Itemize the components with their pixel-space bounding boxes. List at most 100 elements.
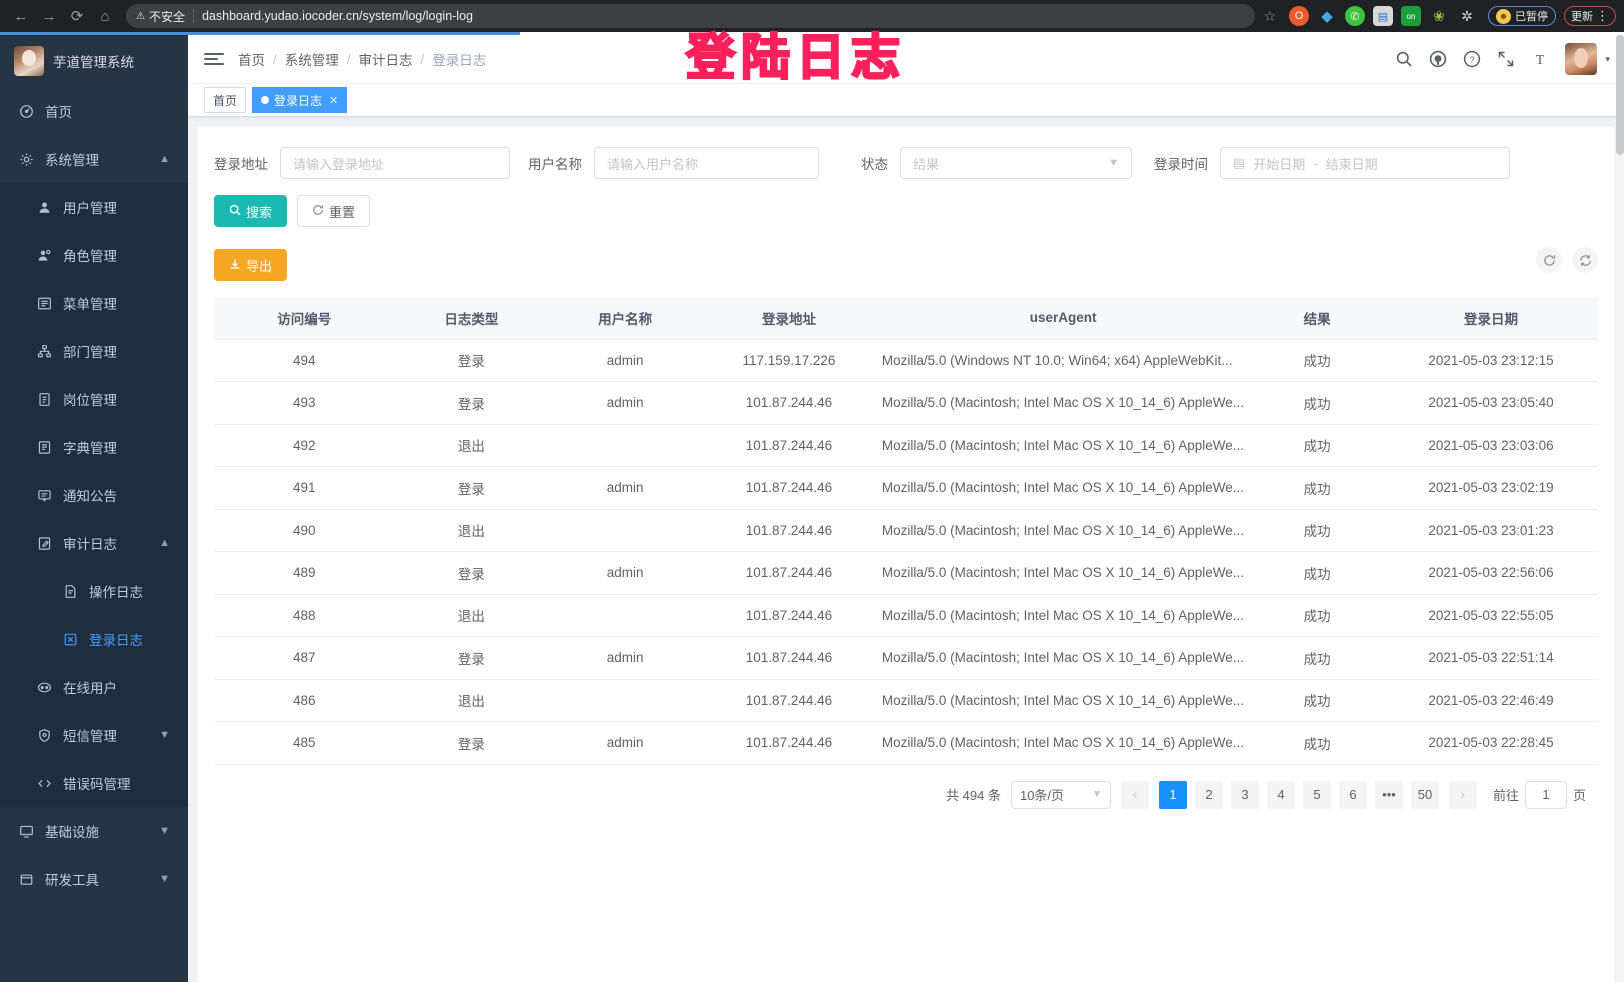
user-icon: [36, 200, 52, 215]
forward-arrow-icon[interactable]: →: [41, 7, 57, 25]
login-address-input[interactable]: 请输入登录地址: [280, 147, 510, 179]
reset-button[interactable]: 重置: [297, 195, 371, 227]
table-row[interactable]: 492 退出 101.87.244.46 Mozilla/5.0 (Macintosh…: [214, 424, 1598, 467]
page-button-1[interactable]: 1: [1158, 780, 1187, 809]
status-select-value: 结果: [913, 156, 940, 172]
sidebar-item-9[interactable]: 审计日志 ▲: [0, 519, 188, 567]
svg-text:T: T: [1536, 53, 1545, 68]
sidebar-item-2[interactable]: 用户管理: [0, 183, 188, 231]
hamburger-icon[interactable]: [204, 53, 224, 65]
avatar[interactable]: [1565, 43, 1598, 75]
close-icon[interactable]: ✕: [329, 94, 339, 107]
sidebar-item-8[interactable]: 通知公告: [0, 471, 188, 519]
fullscreen-icon[interactable]: [1497, 50, 1515, 68]
cell-result: 成功: [1250, 381, 1385, 425]
breadcrumb-separator: /: [346, 51, 351, 67]
table-col-header-0[interactable]: 访问编号: [214, 297, 395, 340]
sidebar-item-10[interactable]: 操作日志: [0, 567, 188, 615]
table-row[interactable]: 490 退出 101.87.244.46 Mozilla/5.0 (Macintosh…: [214, 509, 1598, 552]
table-col-header-4[interactable]: userAgent: [875, 297, 1251, 340]
github-icon[interactable]: [1429, 50, 1447, 68]
prev-page-button[interactable]: ‹: [1120, 780, 1149, 809]
breadcrumb-item-2[interactable]: 审计日志: [358, 53, 413, 68]
sidebar-item-11[interactable]: 登录日志: [0, 615, 188, 663]
table-row[interactable]: 488 退出 101.87.244.46 Mozilla/5.0 (Macintosh…: [214, 594, 1598, 637]
page-button-•••[interactable]: •••: [1374, 780, 1403, 809]
table-col-header-1[interactable]: 日志类型: [394, 297, 549, 340]
sidebar-item-3[interactable]: 角色管理: [0, 231, 188, 279]
paused-status-pill[interactable]: ☻ 已暂停: [1488, 6, 1556, 26]
table-col-header-5[interactable]: 结果: [1250, 297, 1385, 340]
table-row[interactable]: 487 登录 admin 101.87.244.46 Mozilla/5.0 (Maci…: [214, 636, 1598, 680]
reload-icon[interactable]: ⟳: [70, 8, 84, 25]
table-row[interactable]: 485 登录 admin 101.87.244.46 Mozilla/5.0 (Maci…: [214, 721, 1598, 765]
brand-logo-icon: [14, 46, 44, 76]
page-button-3[interactable]: 3: [1230, 780, 1259, 809]
tag-item-0[interactable]: 首页: [204, 87, 247, 113]
bookmark-star-icon[interactable]: ☆: [1263, 7, 1276, 24]
table-row[interactable]: 494 登录 admin 117.159.17.226 Mozilla/5.0 (Win…: [214, 339, 1598, 382]
sidebar-item-7[interactable]: 字典管理: [0, 423, 188, 471]
green-on-extension-icon[interactable]: on: [1401, 6, 1421, 26]
table-col-header-6[interactable]: 登录日期: [1384, 297, 1598, 340]
sidebar-item-14[interactable]: 错误码管理: [0, 759, 188, 807]
chevron-down-icon[interactable]: ▾: [1605, 53, 1610, 64]
diamond-extension-icon[interactable]: ◆: [1321, 8, 1333, 25]
sidebar-item-label: 在线用户: [63, 681, 117, 696]
table-row[interactable]: 491 登录 admin 101.87.244.46 Mozilla/5.0 (Maci…: [214, 466, 1598, 510]
kebab-menu-icon[interactable]: ⋮: [1596, 8, 1609, 23]
sidebar-item-0[interactable]: 首页: [0, 87, 188, 135]
jump-input[interactable]: 1: [1524, 780, 1567, 809]
page-button-2[interactable]: 2: [1194, 780, 1223, 809]
status-select[interactable]: 结果 ▼: [900, 147, 1132, 179]
update-pill[interactable]: 更新 ⋮: [1564, 6, 1616, 26]
home-icon[interactable]: ⌂: [100, 7, 110, 25]
refresh-table-icon[interactable]: [1536, 247, 1562, 273]
address-bar[interactable]: ⚠ 不安全 dashboard.yudao.iocoder.cn/system/…: [126, 4, 1256, 28]
puzzle-extension-icon[interactable]: ✲: [1461, 7, 1473, 24]
page-size-select[interactable]: 10条/页 ▼: [1010, 780, 1111, 809]
sidebar-item-4[interactable]: 菜单管理: [0, 279, 188, 327]
column-settings-icon[interactable]: [1572, 247, 1598, 273]
wechat-extension-icon[interactable]: ✆: [1345, 6, 1365, 26]
breadcrumb-item-3[interactable]: 登录日志: [432, 53, 487, 68]
login-time-daterange[interactable]: ▤ 开始日期 - 结束日期: [1220, 147, 1510, 179]
page-button-5[interactable]: 5: [1302, 780, 1331, 809]
brand-header[interactable]: 芋道管理系统: [0, 35, 188, 87]
page-button-50[interactable]: 50: [1410, 780, 1439, 809]
help-icon[interactable]: ?: [1463, 50, 1481, 68]
cell-type: 退出: [394, 679, 549, 722]
table-row[interactable]: 489 登录 admin 101.87.244.46 Mozilla/5.0 (Maci…: [214, 551, 1598, 595]
tools-icon: [18, 872, 34, 887]
login-log-icon: [62, 632, 78, 647]
back-arrow-icon[interactable]: ←: [13, 7, 29, 25]
breadcrumb-item-1[interactable]: 系统管理: [284, 53, 339, 68]
sidebar-item-5[interactable]: 部门管理: [0, 327, 188, 375]
leaf-extension-icon[interactable]: ❀: [1433, 7, 1445, 24]
page-button-6[interactable]: 6: [1338, 780, 1367, 809]
search-button[interactable]: 搜索: [214, 195, 288, 227]
sidebar-item-13[interactable]: 短信管理 ▼: [0, 711, 188, 759]
sidebar-item-12[interactable]: 在线用户: [0, 663, 188, 711]
breadcrumb-item-0[interactable]: 首页: [238, 53, 265, 68]
table-row[interactable]: 486 退出 101.87.244.46 Mozilla/5.0 (Macintosh…: [214, 679, 1598, 722]
sidebar-item-1[interactable]: 系统管理 ▲: [0, 135, 188, 183]
sidebar-item-15[interactable]: 基础设施 ▼: [0, 807, 188, 855]
font-size-icon[interactable]: T: [1531, 50, 1549, 68]
blue-doc-extension-icon[interactable]: ▤: [1373, 6, 1393, 26]
export-button[interactable]: 导出: [214, 249, 288, 281]
next-page-button[interactable]: ›: [1448, 780, 1477, 809]
table-col-header-3[interactable]: 登录地址: [702, 297, 876, 340]
cell-user: admin: [548, 636, 703, 680]
opera-extension-icon[interactable]: O: [1289, 6, 1309, 26]
search-icon[interactable]: [1395, 50, 1413, 68]
sidebar-item-16[interactable]: 研发工具 ▼: [0, 855, 188, 903]
tag-item-1[interactable]: 登录日志 ✕: [252, 87, 348, 113]
table-col-header-2[interactable]: 用户名称: [548, 297, 703, 340]
page-scrollbar[interactable]: [1616, 35, 1624, 982]
username-input[interactable]: 请输入用户名称: [594, 147, 819, 179]
cell-type: 登录: [394, 636, 549, 680]
sidebar-item-6[interactable]: 岗位管理: [0, 375, 188, 423]
page-button-4[interactable]: 4: [1266, 780, 1295, 809]
table-row[interactable]: 493 登录 admin 101.87.244.46 Mozilla/5.0 (Maci…: [214, 381, 1598, 425]
